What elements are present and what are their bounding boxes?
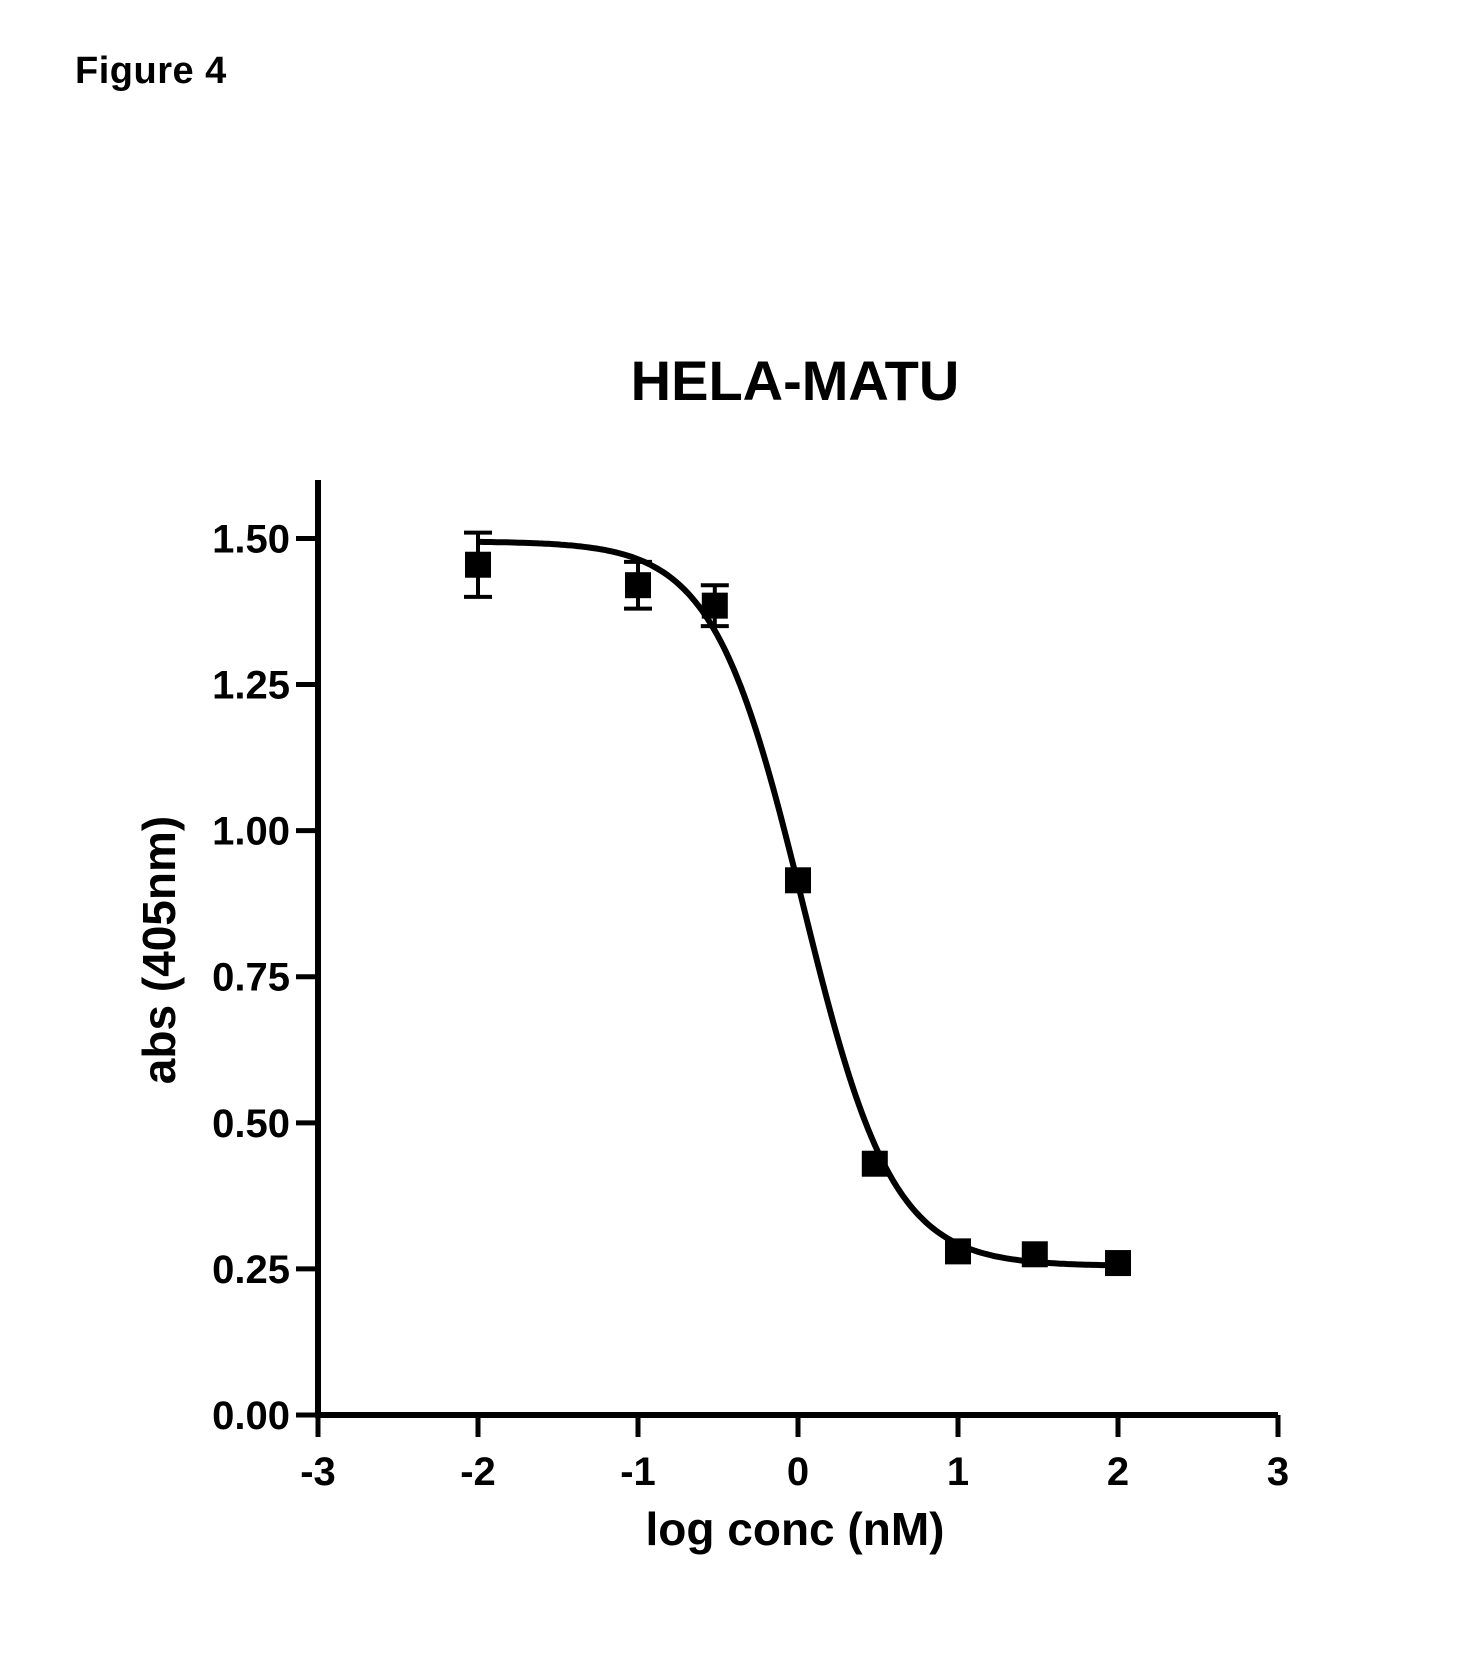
- x-tick-label: -3: [300, 1450, 336, 1494]
- y-tick-label: 0.00: [212, 1394, 290, 1438]
- data-point-marker: [702, 593, 728, 619]
- chart-title: HELA-MATU: [631, 349, 960, 412]
- x-tick-label: 3: [1267, 1450, 1289, 1494]
- y-axis-label: abs (405nm): [133, 816, 185, 1084]
- x-tick-label: 1: [947, 1450, 969, 1494]
- x-tick-label: 2: [1107, 1450, 1129, 1494]
- data-point-marker: [1105, 1250, 1131, 1276]
- fit-curve-line: [478, 542, 1118, 1265]
- x-tick-label: -2: [460, 1450, 496, 1494]
- data-point-marker: [785, 867, 811, 893]
- x-axis-ticks: -3 -2 -1 0 1 2 3: [300, 1415, 1289, 1494]
- data-point-marker: [945, 1238, 971, 1264]
- data-point-marker: [625, 572, 651, 598]
- x-tick-label: -1: [620, 1450, 656, 1494]
- y-tick-label: 0.50: [212, 1102, 290, 1146]
- y-tick-label: 1.25: [212, 664, 290, 708]
- y-tick-label: 1.00: [212, 810, 290, 854]
- y-tick-label: 0.75: [212, 956, 290, 1000]
- data-point-marker: [862, 1151, 888, 1177]
- x-tick-label: 0: [787, 1450, 809, 1494]
- data-point-marker: [465, 552, 491, 578]
- data-point-marker: [1022, 1241, 1048, 1267]
- x-axis-label: log conc (nM): [646, 1503, 945, 1555]
- y-axis-ticks: 0.00 0.25 0.50 0.75 1.00 1.25 1.50: [212, 517, 318, 1438]
- axes: [315, 480, 1278, 1418]
- data-points: [464, 533, 1131, 1276]
- y-tick-label: 1.50: [212, 517, 290, 561]
- y-tick-label: 0.25: [212, 1248, 290, 1292]
